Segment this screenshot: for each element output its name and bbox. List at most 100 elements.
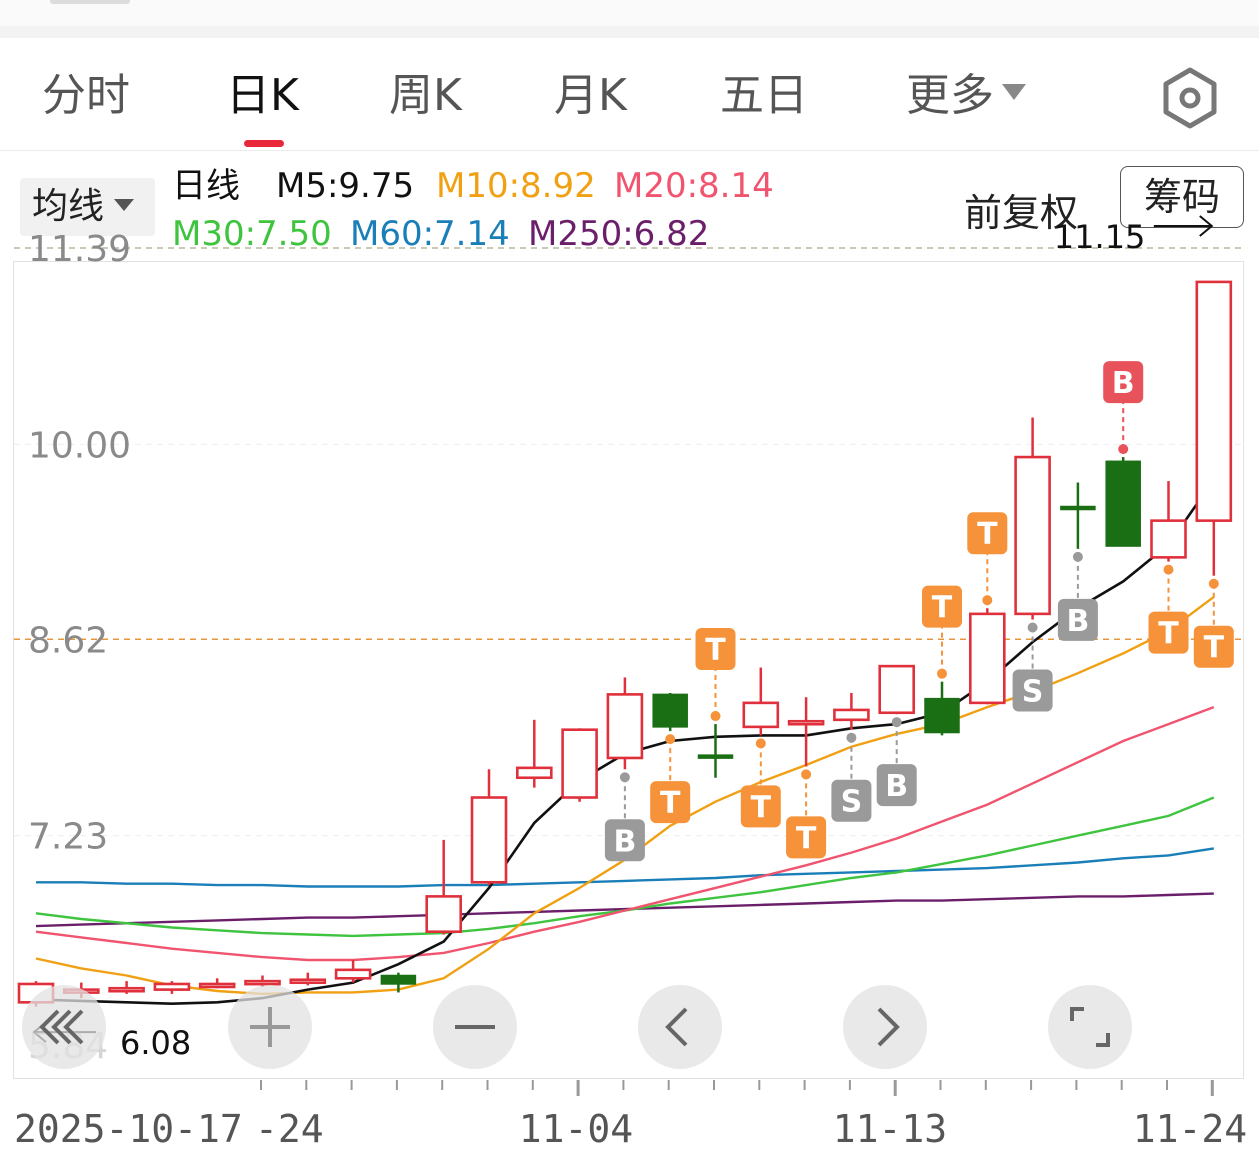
marker-dot [1208, 578, 1219, 589]
chart-frame [13, 261, 1244, 1079]
period-label: 日线 [172, 166, 240, 206]
marker-dot [1027, 622, 1038, 633]
candle-body [561, 728, 598, 799]
ma-value-m5: M5:9.75 [276, 166, 415, 206]
candle [1105, 457, 1141, 547]
marker-dot [801, 769, 812, 780]
candle [652, 692, 688, 732]
candle [787, 697, 825, 767]
candle-body [289, 978, 327, 985]
tab-five-day[interactable]: 五日 [720, 70, 808, 121]
marker-dot [846, 732, 857, 743]
signal-marker: T [922, 585, 962, 679]
candle-body [968, 612, 1006, 705]
y-tick-label: 8.62 [28, 620, 108, 661]
marker-label: B [613, 824, 636, 859]
settings-icon[interactable] [1158, 66, 1222, 130]
candle-body [380, 974, 417, 985]
tab-more[interactable]: 更多 [906, 68, 1026, 124]
signal-marker: T [650, 734, 691, 824]
marker-box [1103, 361, 1144, 404]
separator [0, 26, 1259, 38]
candle-body [425, 895, 463, 934]
candle-body [652, 693, 688, 728]
caret-down-icon [114, 199, 135, 211]
candle [697, 724, 734, 778]
ma-line-m20 [35, 705, 1215, 962]
signal-marker: B [604, 772, 645, 862]
candle-body [787, 719, 825, 726]
candle [108, 981, 145, 994]
candle-body [108, 986, 145, 993]
marker-label: T [977, 517, 998, 552]
marker-label: T [1158, 617, 1179, 652]
marker-dot [891, 717, 902, 728]
candle [425, 839, 463, 935]
candle [561, 728, 598, 802]
chips-button[interactable]: 筹码 [1120, 166, 1244, 228]
zoom-in-icon [250, 1007, 290, 1047]
fullscreen-button[interactable] [1048, 985, 1132, 1069]
ma-type-select[interactable]: 均线 [20, 178, 155, 236]
candle-body [697, 754, 734, 759]
tab-weekly-k[interactable]: 周K [389, 70, 462, 121]
marker-label: S [841, 785, 863, 820]
x-tick-label: -24 [255, 1107, 324, 1151]
tab-daily-k[interactable]: 日K [226, 70, 299, 121]
candle-body [1150, 519, 1187, 559]
candle [380, 972, 417, 993]
marker-box [831, 779, 872, 822]
candle [198, 978, 236, 989]
signal-marker: T [695, 628, 736, 722]
candle-body [334, 968, 372, 980]
candle [153, 981, 191, 994]
marker-dot [1072, 551, 1083, 562]
marker-dot [1118, 444, 1129, 455]
candle-body [742, 701, 780, 729]
marker-box [786, 816, 827, 859]
tab-monthly-k[interactable]: 月K [554, 70, 627, 121]
x-tick-label: 11-24 [1133, 1107, 1247, 1151]
period-tabs: 分时 日K 周K 月K 五日 更多 [0, 38, 1259, 151]
zoom-in-button[interactable] [228, 985, 312, 1069]
marker-dot [619, 772, 630, 783]
scroll-left-button[interactable] [638, 985, 722, 1069]
candle [1150, 481, 1187, 562]
candle-body [606, 693, 644, 760]
candle-body [1195, 280, 1233, 522]
marker-label: T [796, 821, 817, 856]
signal-marker: T [740, 738, 781, 828]
marker-label: T [932, 591, 953, 626]
cut-header [50, 0, 130, 4]
caret-down-icon [1002, 84, 1026, 100]
ma-value-m20: M20:8.14 [614, 166, 774, 206]
signal-marker: S [831, 732, 872, 822]
zoom-out-button[interactable] [433, 985, 517, 1069]
marker-label: T [705, 633, 726, 668]
marker-box [922, 585, 962, 628]
marker-dot [710, 711, 721, 722]
signal-marker: T [786, 769, 827, 859]
top-strip [0, 0, 1259, 26]
ma-type-label: 均线 [32, 186, 105, 227]
candle [924, 681, 960, 736]
candle [515, 719, 553, 788]
candle-body [1105, 460, 1141, 547]
signal-marker: T [1148, 564, 1189, 654]
scroll-right-button[interactable] [843, 985, 927, 1069]
candle-body [244, 979, 281, 986]
candle [1014, 417, 1051, 620]
candle-body [1014, 455, 1051, 616]
signal-marker: S [1012, 622, 1053, 712]
ma-line-m30 [35, 796, 1215, 938]
fullscreen-icon [1070, 1007, 1110, 1047]
tab-intraday[interactable]: 分时 [42, 70, 130, 121]
candle-body [198, 982, 236, 989]
scroll-left-fast-button[interactable] [22, 985, 106, 1069]
price-adjust-toggle[interactable]: 前复权 [964, 191, 1079, 235]
marker-box [695, 628, 736, 671]
chevron-left-icon [665, 1007, 688, 1047]
candle [606, 677, 644, 770]
candle-body [1060, 505, 1096, 511]
